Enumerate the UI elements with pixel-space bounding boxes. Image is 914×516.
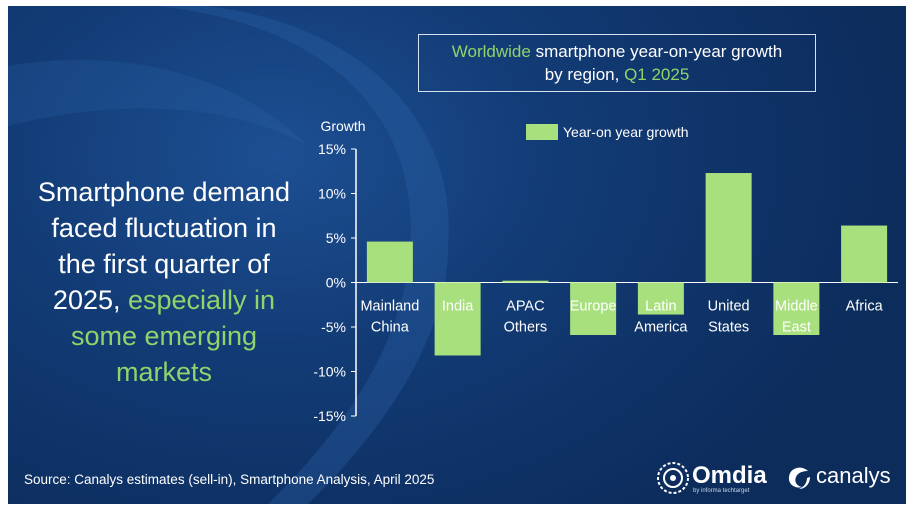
- y-tick-label: 15%: [318, 141, 346, 157]
- bar: [773, 282, 820, 336]
- y-tick-label: 5%: [326, 230, 346, 246]
- y-tick-label: -15%: [313, 408, 346, 424]
- category-label: East: [782, 320, 811, 336]
- category-label: States: [708, 320, 749, 336]
- bar: [637, 282, 684, 315]
- omdia-logo-subtext: by informa techtarget: [693, 488, 750, 494]
- category-label: China: [371, 320, 410, 336]
- title-by-region: by region,: [544, 65, 625, 84]
- category-label: APAC: [506, 299, 544, 315]
- y-tick-label: -5%: [321, 319, 346, 335]
- title-worldwide: Worldwide: [451, 42, 531, 61]
- chart-title-box: Worldwide smartphone year-on-year growth…: [418, 34, 816, 92]
- bar-chart: 15% 10% 5% 0% -5% -10% -15% Growth Year-on year …: [313, 118, 898, 424]
- headline: Smartphone demand faced fluctuation in t…: [30, 174, 298, 390]
- chart-title-line2: by region, Q1 2025: [419, 63, 815, 86]
- category-label: United: [708, 299, 750, 315]
- category-label: Middle: [775, 299, 818, 315]
- category-label: Mainland: [360, 299, 419, 315]
- bar: [570, 282, 617, 336]
- bar: [366, 241, 413, 283]
- y-tick-label: 10%: [318, 186, 346, 202]
- category-label: Europe: [570, 299, 617, 315]
- category-label: America: [634, 320, 688, 336]
- y-axis-title: Growth: [320, 118, 365, 134]
- headline-white: Smartphone demand faced fluctuation in t…: [37, 177, 291, 315]
- category-label: Africa: [846, 299, 884, 315]
- bar: [434, 282, 481, 356]
- y-tick-label: 0%: [326, 275, 346, 291]
- category-label: India: [442, 299, 474, 315]
- canalys-logo-icon: [788, 467, 810, 489]
- canalys-logo-text: canalys: [816, 463, 891, 488]
- omdia-logo-text: Omdia: [692, 462, 767, 489]
- bar: [841, 225, 888, 283]
- bar: [502, 280, 549, 283]
- y-tick-label: -10%: [313, 364, 346, 380]
- headline-green: especially in some emerging markets: [70, 285, 276, 387]
- background-swoosh: [8, 6, 449, 504]
- legend-label: Year-on year growth: [563, 124, 689, 140]
- chart-title-line1: Worldwide smartphone year-on-year growth: [419, 40, 815, 63]
- legend-swatch: [526, 124, 558, 140]
- bar: [705, 173, 752, 283]
- category-label: Others: [504, 320, 548, 336]
- title-rest: smartphone year-on-year growth: [530, 42, 783, 61]
- category-label: Latin: [645, 299, 676, 315]
- slide: Worldwide smartphone year-on-year growth…: [8, 6, 906, 504]
- title-quarter: Q1 2025: [624, 65, 690, 84]
- omdia-logo-icon: [657, 462, 689, 494]
- logos: Omdia by informa techtarget canalys: [656, 458, 896, 498]
- source-note: Source: Canalys estimates (sell-in), Sma…: [24, 472, 435, 487]
